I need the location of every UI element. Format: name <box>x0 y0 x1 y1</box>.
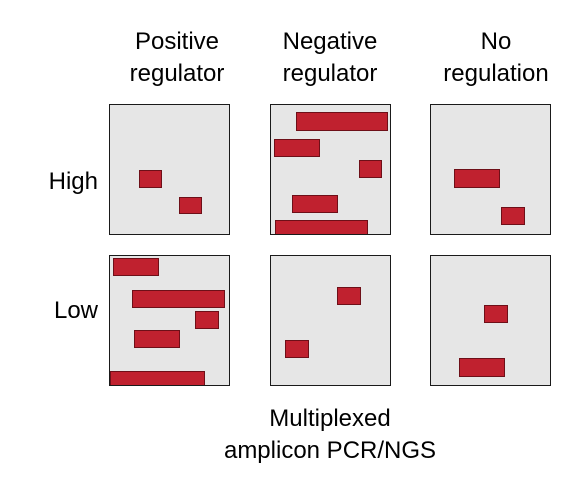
gel-band <box>296 112 388 131</box>
gel-band <box>337 287 361 305</box>
gel-band <box>359 160 382 178</box>
row-label-high: High <box>48 168 98 195</box>
gel-band <box>179 197 202 214</box>
gel-band <box>195 311 219 329</box>
gel-band <box>274 139 320 157</box>
gel-panel-high-negative <box>270 104 391 235</box>
gel-band <box>139 170 162 188</box>
gel-panel-high-no-regulation <box>430 104 551 235</box>
column-header-negative-regulator: Negative regulator <box>282 28 378 87</box>
gel-band <box>110 371 205 385</box>
gel-band <box>113 258 159 276</box>
gel-band <box>134 330 180 348</box>
gel-band <box>275 220 368 234</box>
column-header-no-regulation: No regulation <box>443 28 549 87</box>
gel-panel-low-positive <box>109 255 230 386</box>
method-caption: Multiplexed amplicon PCR/NGS <box>223 405 437 464</box>
gel-panel-high-positive <box>109 104 230 235</box>
gel-panel-low-no-regulation <box>430 255 551 386</box>
column-header-positive-regulator: Positive regulator <box>129 28 225 87</box>
gel-panel-low-negative <box>270 255 391 386</box>
gel-band <box>454 169 500 188</box>
gel-band <box>484 305 508 323</box>
row-label-low: Low <box>53 297 98 324</box>
gel-band <box>132 290 225 308</box>
gel-band <box>459 358 505 377</box>
gel-band <box>292 195 338 213</box>
gel-band <box>285 340 309 358</box>
gel-band <box>501 207 525 225</box>
